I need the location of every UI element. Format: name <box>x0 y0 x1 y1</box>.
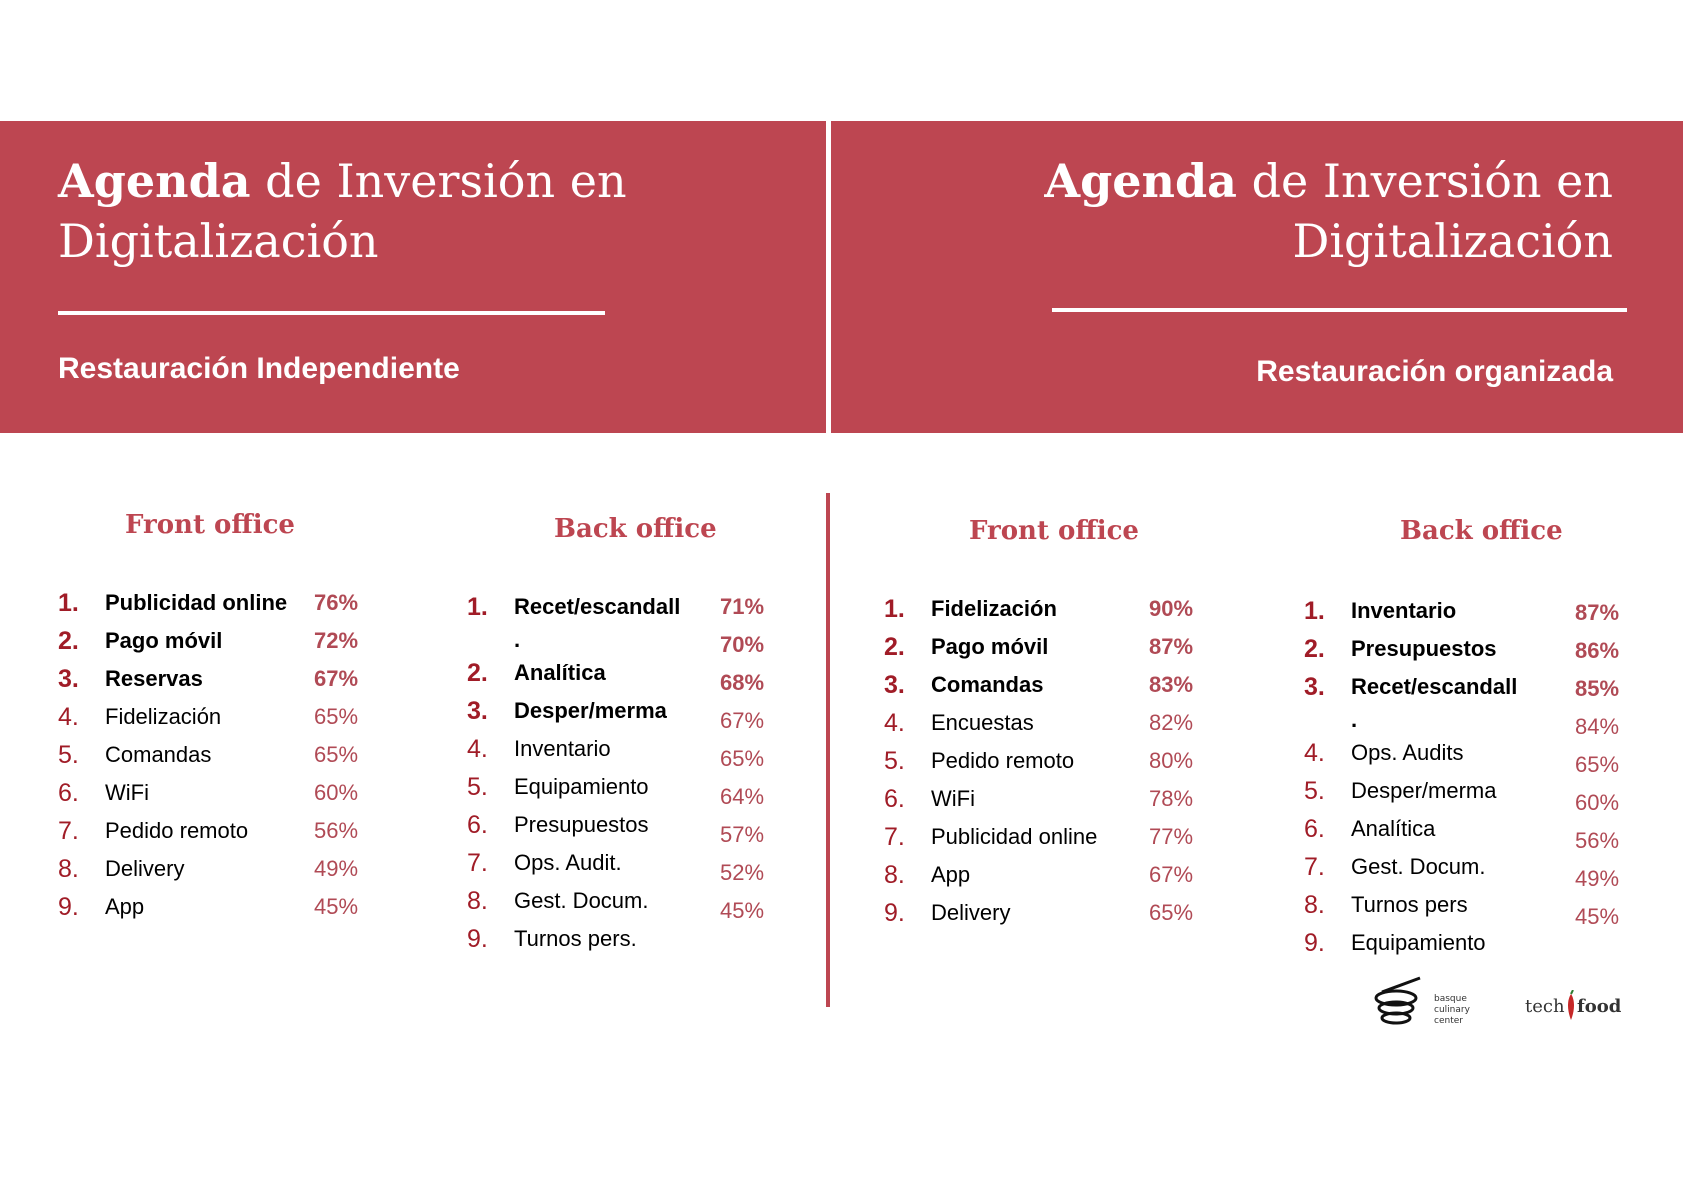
percentage: 45% <box>1575 904 1620 929</box>
section-heading: Back office <box>1400 516 1563 546</box>
percentage: 84% <box>1575 714 1620 739</box>
percentage: 87% <box>1575 600 1620 625</box>
percentage: 70% <box>720 632 765 657</box>
percentage: 60% <box>1575 790 1620 815</box>
section-heading: Front office <box>125 510 295 540</box>
chili-icon <box>1568 990 1574 1020</box>
percentage: 68% <box>720 670 765 695</box>
banner-rule <box>58 311 605 315</box>
percentage: 86% <box>1575 638 1620 663</box>
percentage: 71% <box>720 594 765 619</box>
percentage: 67% <box>720 708 765 733</box>
percentage: 56% <box>1575 828 1620 853</box>
banner-organizada: Agenda de Inversión en Digitalización Re… <box>831 121 1683 433</box>
percentage: 65% <box>1575 752 1620 777</box>
banner-rule <box>1052 308 1627 312</box>
percentage: 49% <box>1575 866 1620 891</box>
basque-culinary-center-logo: basque culinary center <box>1374 976 1474 1036</box>
percentage: 64% <box>720 784 765 809</box>
percentage: 65% <box>720 746 765 771</box>
banner-subtitle: Restauración Independiente <box>58 352 460 385</box>
svg-text:culinary: culinary <box>1434 1005 1471 1015</box>
banner-subtitle: Restauración organizada <box>1256 355 1613 388</box>
section-heading: Front office <box>969 516 1139 546</box>
bcc-spiral-icon: basque culinary center <box>1374 976 1471 1026</box>
techfood-logo: tech food <box>1521 986 1621 1026</box>
percentage: 45% <box>720 898 765 923</box>
svg-text:basque: basque <box>1434 994 1467 1004</box>
percentage: 85% <box>1575 676 1620 701</box>
svg-text:center: center <box>1434 1016 1463 1026</box>
banner-independiente: Agenda de Inversión en Digitalización Re… <box>0 121 826 433</box>
banner-title: Agenda de Inversión en Digitalización <box>58 154 627 268</box>
banner-title: Agenda de Inversión en Digitalización <box>1044 154 1613 268</box>
column-divider <box>826 493 830 1007</box>
percentage: 52% <box>720 860 765 885</box>
section-heading: Back office <box>554 514 717 544</box>
percentage: 57% <box>720 822 765 847</box>
